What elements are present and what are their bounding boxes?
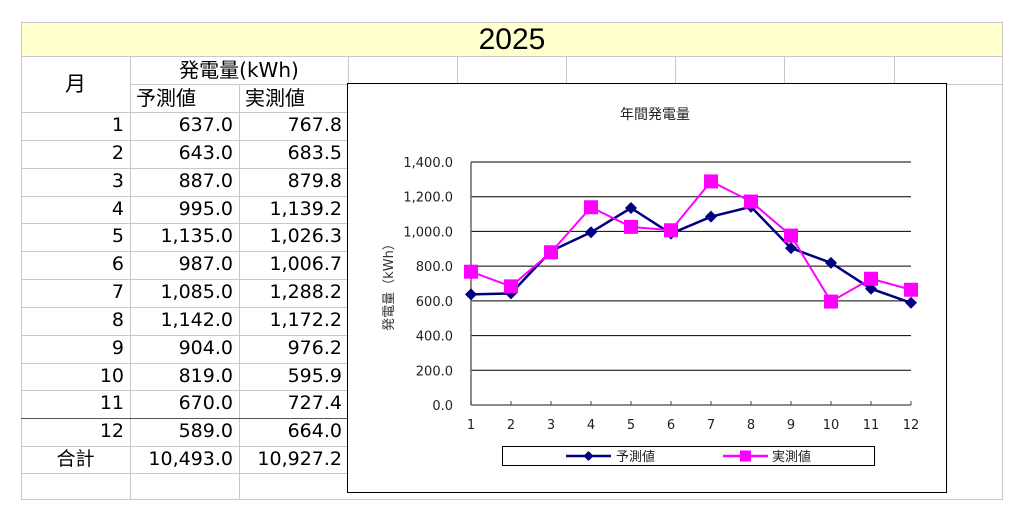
svg-text:4: 4 <box>587 418 595 433</box>
grid-line <box>130 57 131 500</box>
actual-header[interactable]: 実測値 <box>245 86 305 110</box>
grid-line <box>21 140 348 141</box>
grid-line <box>21 418 348 419</box>
forecast-cell[interactable]: 637.0 <box>178 114 233 136</box>
forecast-cell[interactable]: 670.0 <box>178 392 233 414</box>
grid-line <box>21 335 348 336</box>
grid-line <box>21 279 348 280</box>
forecast-cell[interactable]: 887.0 <box>178 170 233 192</box>
month-cell[interactable]: 12 <box>99 420 124 442</box>
annual-generation-chart[interactable] <box>347 83 947 493</box>
y-axis-label: 発電量（kWh） <box>382 237 397 331</box>
grid-line <box>239 84 240 500</box>
actual-total-cell[interactable]: 10,927.2 <box>257 448 342 470</box>
grid-line <box>894 57 895 84</box>
forecast-cell[interactable]: 1,135.0 <box>160 225 233 247</box>
svg-text:200.0: 200.0 <box>416 364 453 379</box>
forecast-cell[interactable]: 904.0 <box>178 337 233 359</box>
month-cell[interactable]: 8 <box>111 309 124 331</box>
svg-text:6: 6 <box>667 418 675 433</box>
svg-text:9: 9 <box>787 418 795 433</box>
svg-text:600.0: 600.0 <box>416 295 453 310</box>
forecast-header[interactable]: 予測値 <box>136 86 196 110</box>
chart-legend <box>502 446 875 466</box>
month-cell[interactable]: 5 <box>111 225 124 247</box>
svg-text:12: 12 <box>903 418 920 433</box>
actual-cell[interactable]: 1,139.2 <box>269 198 342 220</box>
svg-text:1,000.0: 1,000.0 <box>403 225 453 240</box>
data-series <box>464 174 918 309</box>
y-axis-ticks: 0.0 200.0 400.0 600.0 800.0 1,000.0 1,200.0 1,4… <box>403 156 453 414</box>
actual-cell[interactable]: 879.8 <box>287 170 342 192</box>
month-cell[interactable]: 3 <box>111 170 124 192</box>
svg-text:800.0: 800.0 <box>416 260 453 275</box>
grid-line <box>21 251 348 252</box>
month-cell[interactable]: 10 <box>99 365 124 387</box>
grid-line <box>457 57 458 84</box>
grid-line <box>21 223 348 224</box>
actual-cell[interactable]: 727.4 <box>287 392 342 414</box>
forecast-cell[interactable]: 589.0 <box>178 420 233 442</box>
actual-cell[interactable]: 664.0 <box>287 420 342 442</box>
svg-text:0.0: 0.0 <box>432 399 453 414</box>
month-header[interactable]: 月 <box>65 72 86 96</box>
grid-line <box>675 57 676 84</box>
forecast-cell[interactable]: 643.0 <box>178 142 233 164</box>
actual-cell[interactable]: 595.9 <box>287 365 342 387</box>
grid-line <box>21 196 348 197</box>
actual-cell[interactable]: 1,288.2 <box>269 281 342 303</box>
svg-text:10: 10 <box>823 418 840 433</box>
grid-line <box>21 446 348 447</box>
forecast-cell[interactable]: 987.0 <box>178 253 233 275</box>
grid-line <box>21 112 348 113</box>
month-cell[interactable]: 1 <box>111 114 124 136</box>
svg-text:2: 2 <box>507 418 515 433</box>
gridlines <box>470 161 911 406</box>
svg-text:8: 8 <box>747 418 755 433</box>
svg-text:11: 11 <box>863 418 880 433</box>
grid-line <box>566 57 567 84</box>
actual-cell[interactable]: 1,172.2 <box>269 309 342 331</box>
forecast-cell[interactable]: 819.0 <box>178 365 233 387</box>
grid-line <box>784 57 785 84</box>
grid-line <box>21 168 348 169</box>
year-title-cell[interactable]: 2025 <box>21 22 1003 57</box>
svg-text:3: 3 <box>547 418 555 433</box>
total-label-cell[interactable]: 合計 <box>56 448 95 470</box>
x-axis-ticks: 1 2 3 4 5 6 7 8 9 10 11 12 <box>467 401 919 433</box>
forecast-cell[interactable]: 995.0 <box>178 198 233 220</box>
generation-header[interactable]: 発電量(kWh) <box>179 58 299 82</box>
svg-text:1,400.0: 1,400.0 <box>403 156 453 171</box>
forecast-total-cell[interactable]: 10,493.0 <box>148 448 233 470</box>
month-cell[interactable]: 9 <box>111 337 124 359</box>
month-cell[interactable]: 7 <box>111 281 124 303</box>
month-cell[interactable]: 6 <box>111 253 124 275</box>
forecast-cell[interactable]: 1,085.0 <box>160 281 233 303</box>
svg-text:400.0: 400.0 <box>416 330 453 345</box>
grid-line <box>21 307 348 308</box>
svg-text:1: 1 <box>467 418 475 433</box>
month-cell[interactable]: 2 <box>111 142 124 164</box>
actual-cell[interactable]: 683.5 <box>287 142 342 164</box>
actual-cell[interactable]: 1,026.3 <box>269 225 342 247</box>
month-cell[interactable]: 11 <box>99 392 124 414</box>
month-cell[interactable]: 4 <box>111 198 124 220</box>
grid-line <box>21 390 348 391</box>
grid-line <box>21 473 348 474</box>
actual-cell[interactable]: 1,006.7 <box>269 253 342 275</box>
grid-line <box>21 363 348 364</box>
actual-cell[interactable]: 976.2 <box>287 337 342 359</box>
svg-text:7: 7 <box>707 418 715 433</box>
svg-text:1,200.0: 1,200.0 <box>403 191 453 206</box>
grid-line <box>348 57 349 84</box>
actual-cell[interactable]: 767.8 <box>287 114 342 136</box>
forecast-cell[interactable]: 1,142.0 <box>160 309 233 331</box>
svg-text:5: 5 <box>627 418 635 433</box>
chart-title: 年間発電量 <box>620 107 690 123</box>
